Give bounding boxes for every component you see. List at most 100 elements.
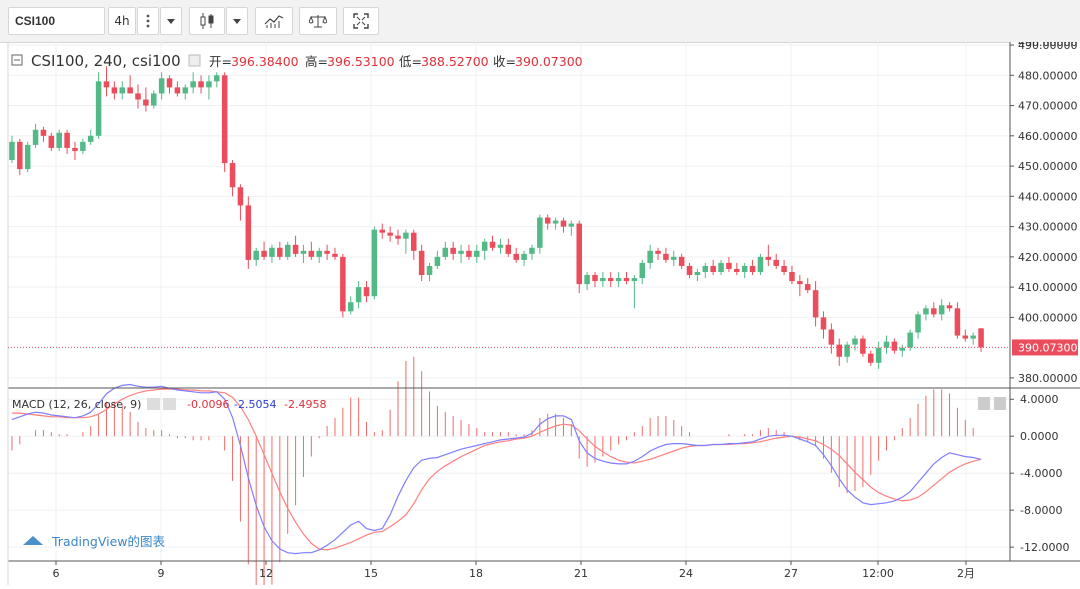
interval-dropdown-button[interactable] [160,7,182,35]
candle-body [521,253,527,260]
more-intervals-button[interactable] [137,7,159,35]
chevron-down-icon [233,18,241,24]
chart-area[interactable]: 490.00000 480.00000 470.00000 460.00000 450.… [0,36,1080,589]
candle-body [119,87,126,94]
candle-body [749,265,756,272]
pane-down-icon[interactable] [994,397,1006,410]
time-tick-label: 18 [469,567,483,580]
candle-body [466,250,472,257]
collapse-legend-icon[interactable] [11,54,23,66]
candle-body [292,244,299,254]
candle-body [347,302,354,312]
time-tick-label: 21 [574,567,588,580]
candle-body [923,308,929,315]
candle-body [875,347,882,363]
candle-body [757,256,764,272]
candle-body [80,141,86,151]
candle-body [734,268,740,272]
candle-body [143,99,149,106]
candle-body [978,328,984,348]
candle-body [221,75,228,164]
candle-body [497,244,504,248]
legend-ohlc-value: 396.38400 [231,54,299,69]
macd-settings-icon[interactable] [163,398,176,410]
candle-body [560,220,567,227]
candle-body [458,250,464,254]
symbol-search-button[interactable]: CSI100 [8,7,105,35]
candle-body [190,81,196,88]
candle-body [671,256,677,260]
price-tick-label: 410.00000 [1018,281,1078,294]
candle-body [355,287,362,303]
candle-body [300,250,307,254]
fullscreen-button[interactable] [343,7,379,35]
vertical-dots-icon [146,14,150,28]
pane-up-icon[interactable] [978,397,990,410]
chart-style-dropdown-button[interactable] [226,7,248,35]
candle-body [450,247,456,254]
candle-body [860,338,866,354]
candle-body [261,250,267,257]
candle-body [237,187,244,206]
price-tick-label: 460.00000 [1018,130,1078,143]
macd-tick-label: 4.0000 [1020,393,1059,406]
macd-legend-title: MACD (12, 26, close, 9) [12,398,141,411]
candle-body [647,250,653,263]
settings-icon[interactable] [188,54,201,67]
candle-body [9,141,15,161]
time-tick-label: 9 [158,567,165,580]
candlestick-icon [200,13,214,29]
candle-body [883,341,890,348]
macd-visibility-icon[interactable] [147,398,160,410]
candle-body [907,332,913,348]
candle-body [812,290,819,318]
candle-body [48,135,55,148]
candle-body [245,205,252,260]
interval-button[interactable]: 4h [108,7,136,35]
legend-ohlc-label: 开= [209,54,232,69]
candle-body [915,314,921,333]
candle-body [403,232,409,239]
candle-body [844,344,850,357]
candle-body [663,253,669,260]
candle-body [726,262,732,269]
candle-body [537,217,543,248]
candle-body [127,87,133,94]
price-tick-label: 490.00000 [1018,42,1078,52]
compare-button[interactable] [299,7,337,35]
candle-body [789,272,795,282]
last-price-label: 390.07300 [1018,341,1078,354]
candle-body [529,247,535,254]
candle-body [797,281,803,285]
price-tick-label: 400.00000 [1018,311,1078,324]
price-tick-label: 480.00000 [1018,69,1078,82]
candle-body [828,329,835,345]
candle-body [418,250,425,276]
candle-body [253,250,259,260]
macd-tick-label: -12.0000 [1020,541,1069,554]
candle-body [135,93,141,100]
candle-body [568,223,575,227]
scale-icon [309,15,327,28]
chart-svg[interactable]: 490.00000 480.00000 470.00000 460.00000 450.… [0,36,1080,589]
candle-body [442,247,449,257]
candle-body [387,232,393,236]
candle-body [820,317,827,330]
candle-body [867,353,874,363]
indicators-button[interactable] [255,7,293,35]
candle-body [970,335,976,339]
candle-body [600,278,606,282]
legend-ohlc-label: 高= [305,54,328,69]
time-tick-label: 27 [784,567,798,580]
legend-ohlc-label: 低= [399,54,422,69]
time-tick-label: 15 [364,567,378,580]
candle-body [481,241,488,251]
candle-body [395,235,401,239]
candle-body [592,275,598,282]
chart-style-button[interactable] [189,7,225,35]
candle-body [363,287,370,297]
candle-body [17,141,23,170]
candle-body [111,87,118,94]
candle-body [655,250,661,254]
time-tick-label: 2月 [957,567,975,580]
